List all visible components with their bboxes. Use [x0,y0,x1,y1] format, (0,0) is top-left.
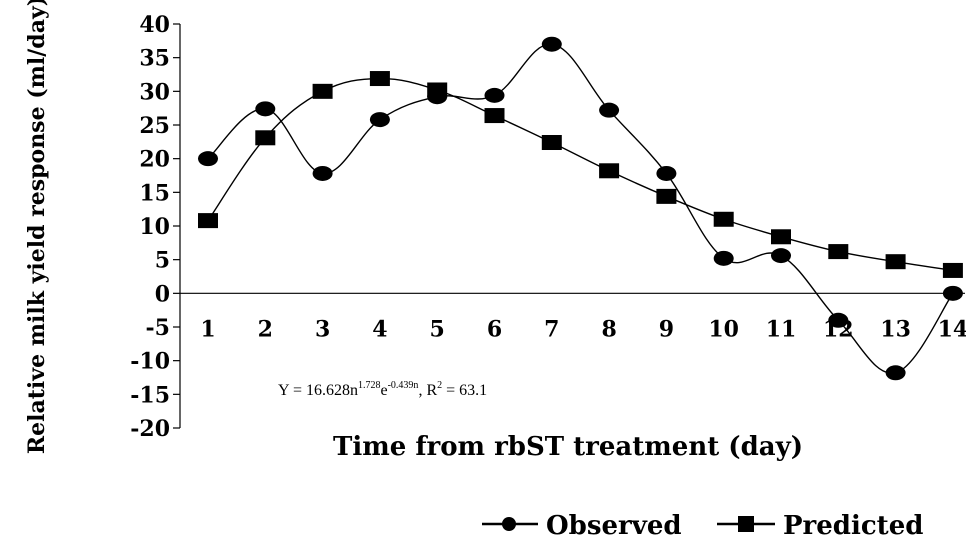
data-point-predicted [541,135,562,151]
data-point-predicted [255,130,276,146]
data-point-observed [599,102,620,118]
y-tick-label: -5 [146,315,170,341]
data-point-observed [885,365,906,381]
data-point-observed [255,101,276,117]
legend-label-predicted: Predicted [783,511,923,538]
x-tick-label: 1 [200,316,215,342]
y-tick-label: -10 [130,349,170,375]
data-point-observed [771,248,791,264]
x-tick-label: 11 [766,316,797,342]
x-tick-label: 7 [544,316,559,342]
x-tick-label: 2 [258,316,273,342]
x-tick-label: 13 [880,316,911,342]
y-tick-label: -15 [130,382,170,408]
data-point-observed [198,151,218,167]
data-point-predicted [771,229,791,245]
y-tick-label: 30 [139,79,170,105]
data-point-predicted [312,83,333,99]
x-tick-label: 10 [708,316,739,342]
data-point-observed [484,87,505,103]
y-tick-label: 25 [139,113,170,139]
y-tick-label: 10 [139,214,170,240]
legend-label-observed: Observed [546,511,682,538]
y-tick-labels: -20 -15 -10 -5 0 5 10 15 20 25 30 35 40 [130,12,170,442]
x-tick-label: 6 [487,316,502,342]
series-predicted [198,71,963,278]
data-point-observed [656,165,677,181]
x-axis-title: Time from rbST treatment (day) [333,432,803,462]
x-tick-labels: 1 2 3 4 5 6 7 8 9 10 11 12 13 14 [200,316,966,342]
y-tick-label: 40 [139,12,170,38]
data-point-observed [713,250,734,266]
data-point-observed [541,36,562,52]
data-point-predicted [942,262,963,278]
y-tick-label: -20 [130,416,170,442]
data-point-predicted [828,244,849,260]
data-point-observed [312,165,333,181]
x-tick-label: 3 [315,316,330,342]
x-tick-label: 8 [601,316,616,342]
legend-marker-observed [502,517,516,531]
data-point-observed [369,112,390,128]
data-point-predicted [713,211,734,227]
y-tick-label: 5 [155,248,170,274]
legend-item-observed: Observed [482,511,682,538]
y-tick-label: 0 [155,281,170,307]
legend-item-predicted: Predicted [717,511,923,538]
data-point-predicted [484,108,505,124]
x-tick-label: 4 [372,316,387,342]
series-observed [198,36,963,381]
x-tick-label: 14 [938,316,966,342]
legend: Observed Predicted [482,511,923,538]
y-tick-label: 20 [139,147,170,173]
data-point-predicted [369,71,390,87]
data-point-observed [828,312,849,328]
y-axis-title: Relative milk yield response (ml/day) [24,0,50,454]
x-tick-label: 5 [430,316,445,342]
y-tick-label: 15 [139,180,170,206]
data-point-predicted [656,188,677,204]
data-point-predicted [198,213,218,229]
data-point-predicted [885,254,906,270]
data-point-predicted [599,163,620,179]
axes [173,23,965,429]
data-point-predicted [427,82,448,98]
series-layer [198,36,963,381]
data-point-observed [942,285,963,301]
x-tick-label: 9 [659,316,674,342]
y-tick-label: 35 [139,46,170,72]
legend-marker-predicted [738,516,754,532]
equation-annotation: Y = 16.628n1.728e-0.439n, R2 = 63.1 [278,380,487,399]
